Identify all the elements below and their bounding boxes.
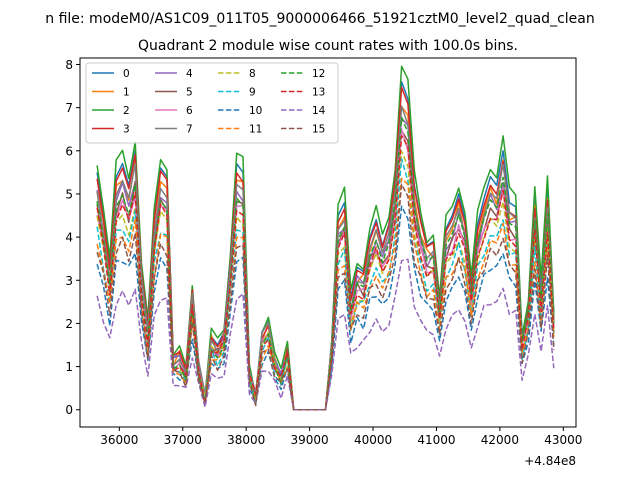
legend-label: 15 xyxy=(312,124,325,136)
series-line-12 xyxy=(96,116,555,411)
series-line-8 xyxy=(96,150,555,411)
x-offset-label: +4.84e8 xyxy=(524,454,576,468)
legend-label: 1 xyxy=(123,87,130,99)
x-tick-label: 39000 xyxy=(291,433,329,447)
series-line-14 xyxy=(96,258,555,411)
legend-label: 6 xyxy=(186,105,193,117)
legend-label: 14 xyxy=(312,105,326,117)
series-line-15 xyxy=(96,183,555,411)
series-line-6 xyxy=(96,128,555,411)
y-axis: 0 1 2 3 4 5 6 7 8 xyxy=(65,58,80,417)
y-tick-label: 1 xyxy=(65,360,73,374)
legend-label: 5 xyxy=(186,87,193,99)
legend-box xyxy=(85,62,339,144)
y-tick-label: 0 xyxy=(65,403,73,417)
y-tick-label: 7 xyxy=(65,101,73,115)
legend-label: 12 xyxy=(312,68,325,80)
legend-label: 11 xyxy=(249,124,262,136)
legend-label: 9 xyxy=(249,87,256,99)
y-tick-label: 4 xyxy=(65,231,73,245)
file-title: n file: modeM0/AS1C09_011T05_9000006466_… xyxy=(45,11,594,27)
legend-label: 8 xyxy=(249,68,256,80)
series-line-5 xyxy=(96,129,555,411)
legend-label: 0 xyxy=(123,68,130,80)
y-tick-label: 5 xyxy=(65,187,73,201)
y-tick-label: 8 xyxy=(65,58,73,72)
series-lines xyxy=(96,65,555,411)
chart-title: Quadrant 2 module wise count rates with … xyxy=(138,38,518,54)
x-tick-label: 41000 xyxy=(417,433,455,447)
legend-label: 13 xyxy=(312,87,325,99)
y-tick-label: 3 xyxy=(65,274,73,288)
legend-label: 3 xyxy=(123,124,130,136)
legend-label: 4 xyxy=(186,68,193,80)
x-tick-label: 40000 xyxy=(354,433,392,447)
x-tick-label: 37000 xyxy=(164,433,202,447)
legend-label: 7 xyxy=(186,124,193,136)
x-tick-label: 43000 xyxy=(544,433,582,447)
x-tick-label: 38000 xyxy=(227,433,265,447)
series-line-11 xyxy=(96,177,555,411)
x-axis: 36000 37000 38000 39000 40000 41000 42000 43000 xyxy=(100,427,582,447)
x-tick-label: 42000 xyxy=(481,433,519,447)
plot-frame xyxy=(79,57,577,428)
legend-label: 10 xyxy=(249,105,262,117)
y-tick-label: 2 xyxy=(65,317,73,331)
y-tick-label: 6 xyxy=(65,144,73,158)
x-tick-label: 36000 xyxy=(100,433,138,447)
legend-label: 2 xyxy=(123,105,130,117)
